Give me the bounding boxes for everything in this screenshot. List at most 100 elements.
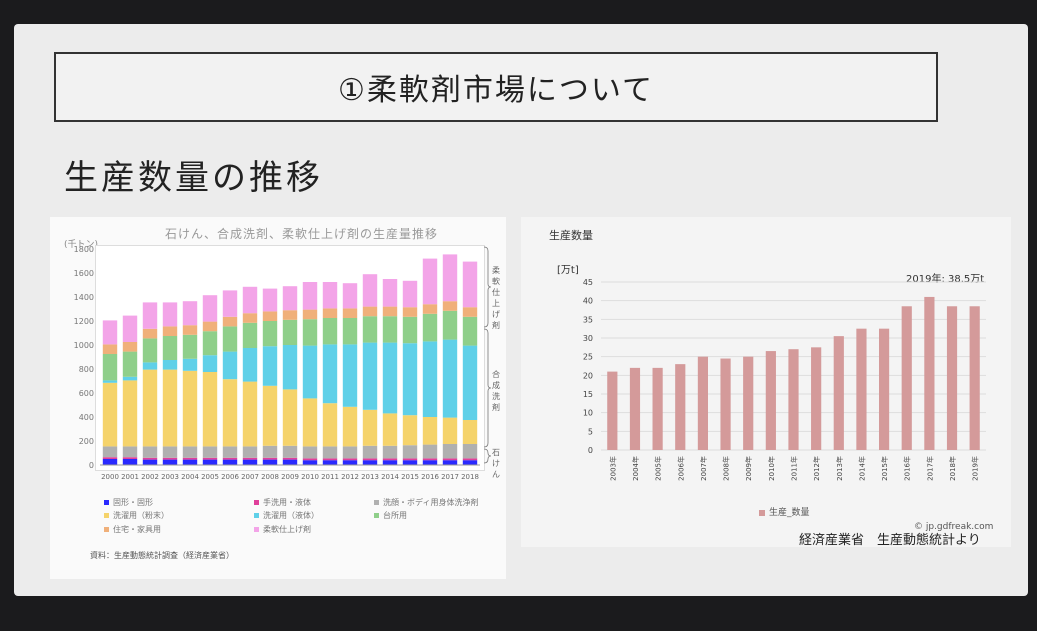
y-tick-label: 0 <box>588 446 593 455</box>
legend-swatch <box>759 509 765 516</box>
legend: 生産_数量 <box>759 505 810 518</box>
bar-segment <box>182 334 198 359</box>
bar-segment <box>302 458 318 461</box>
bar-segment <box>202 331 218 356</box>
side-label-softener: 柔軟仕上げ剤 <box>492 266 500 330</box>
bar-segment <box>302 446 318 459</box>
legend-swatch <box>254 527 259 532</box>
legend-item: 住宅・家具用 <box>104 524 161 535</box>
bar <box>697 356 709 450</box>
bar-segment <box>402 307 418 317</box>
y-tick-label: 400 <box>79 413 94 422</box>
y-tick-label: 25 <box>583 353 593 362</box>
bar-segment <box>402 415 418 446</box>
bar-segment <box>462 261 478 308</box>
bar-segment <box>242 313 258 323</box>
bar-segment <box>342 460 358 465</box>
bar-segment <box>382 413 398 446</box>
y-tick-label: 5 <box>588 427 593 436</box>
legend-swatch <box>104 500 109 505</box>
bar-segment <box>242 286 258 314</box>
side-label-soap: 石けん <box>492 448 500 479</box>
bar <box>811 347 822 450</box>
bar-segment <box>242 348 258 382</box>
x-tick-label: 2013年 <box>835 456 844 481</box>
legend-label: 固形・固形 <box>113 498 153 507</box>
bar-segment <box>142 369 158 447</box>
bar-segment <box>222 290 238 317</box>
x-tick-label: 2001 <box>121 473 139 481</box>
group-brace <box>483 448 492 464</box>
bar-segment <box>142 459 158 465</box>
bar-segment <box>222 457 238 460</box>
bar-segment <box>322 403 338 447</box>
bar-segment <box>162 459 178 465</box>
bar-segment <box>442 310 458 340</box>
x-tick-label: 2009年 <box>744 456 753 481</box>
bar-segment <box>322 458 338 461</box>
x-tick-label: 2017 <box>441 473 459 481</box>
bar-segment <box>142 328 158 339</box>
footnote: 経済産業省 生産動態統計より <box>799 533 981 548</box>
bar-segment <box>102 459 118 465</box>
bar-segment <box>122 457 138 459</box>
bar-segment <box>242 322 258 348</box>
production-bar-chart: 0 5 10 15 20 25 30 35 40 45 2003年 2004年 2005年 2006年 20… <box>583 278 986 481</box>
x-tick-label: 2002 <box>141 473 159 481</box>
x-tick-label: 2018年 <box>948 456 957 481</box>
slide-title-box: ①柔軟剤市場について <box>54 52 938 122</box>
x-tick-label: 2017年 <box>925 456 934 481</box>
x-tick-label: 2003 <box>161 473 179 481</box>
bar-segment <box>282 445 298 458</box>
bar-segment <box>342 458 358 461</box>
bar-segment <box>462 460 478 465</box>
bar-segment <box>402 316 418 344</box>
bar-segment <box>102 382 118 447</box>
bar-segment <box>442 458 458 461</box>
bar-segment <box>382 342 398 414</box>
bar-segment <box>402 458 418 461</box>
bar-segment <box>322 318 338 345</box>
bar-segment <box>442 417 458 444</box>
legend-swatch <box>374 513 379 518</box>
x-tick-label: 2010 <box>301 473 319 481</box>
slide: ①柔軟剤市場について 生産数量の推移 石けん、合成洗剤、柔軟仕上げ剤の生産量推移… <box>14 24 1028 596</box>
bar-segment <box>142 362 158 370</box>
x-tick-label: 2006年 <box>676 456 685 481</box>
bar-segment <box>142 338 158 363</box>
bar-segment <box>282 319 298 345</box>
bar-segment <box>462 420 478 444</box>
bar-segment <box>462 316 478 346</box>
bar-segment <box>362 409 378 446</box>
bar-segment <box>242 381 258 447</box>
legend-label: 洗濯用（粉末） <box>113 511 169 520</box>
x-tick-label: 2004年 <box>631 456 640 481</box>
y-tick-label: 20 <box>583 371 593 380</box>
bar-segment <box>382 460 398 465</box>
bar-segment <box>122 380 138 447</box>
bar-segment <box>162 326 178 336</box>
bar-segment <box>442 460 458 465</box>
bar <box>901 306 912 450</box>
y-tick-label: 800 <box>79 365 94 374</box>
legend-item: 柔軟仕上げ剤 <box>254 524 311 535</box>
bar-segment <box>202 459 218 465</box>
bar-segment <box>362 460 378 465</box>
x-tick-label: 2008 <box>261 473 279 481</box>
legend-item: 洗濯用（粉末） <box>104 510 169 521</box>
bar-segment <box>102 344 118 354</box>
x-tick-label: 2012 <box>341 473 359 481</box>
bar-segment <box>342 344 358 407</box>
bar-segment <box>302 319 318 346</box>
bar-segment <box>282 457 298 460</box>
data-source: 資料：生産動態統計調査（経済産業省） <box>90 551 234 560</box>
bar-segment <box>402 280 418 308</box>
bar <box>878 328 890 450</box>
bar-segment <box>242 446 258 458</box>
bar <box>765 351 776 450</box>
chart-title: 石けん、合成洗剤、柔軟仕上げ剤の生産量推移 <box>165 227 439 241</box>
bar-segment <box>362 458 378 461</box>
bar-segment <box>222 316 238 327</box>
bar-segment <box>442 301 458 311</box>
bar <box>924 296 935 450</box>
